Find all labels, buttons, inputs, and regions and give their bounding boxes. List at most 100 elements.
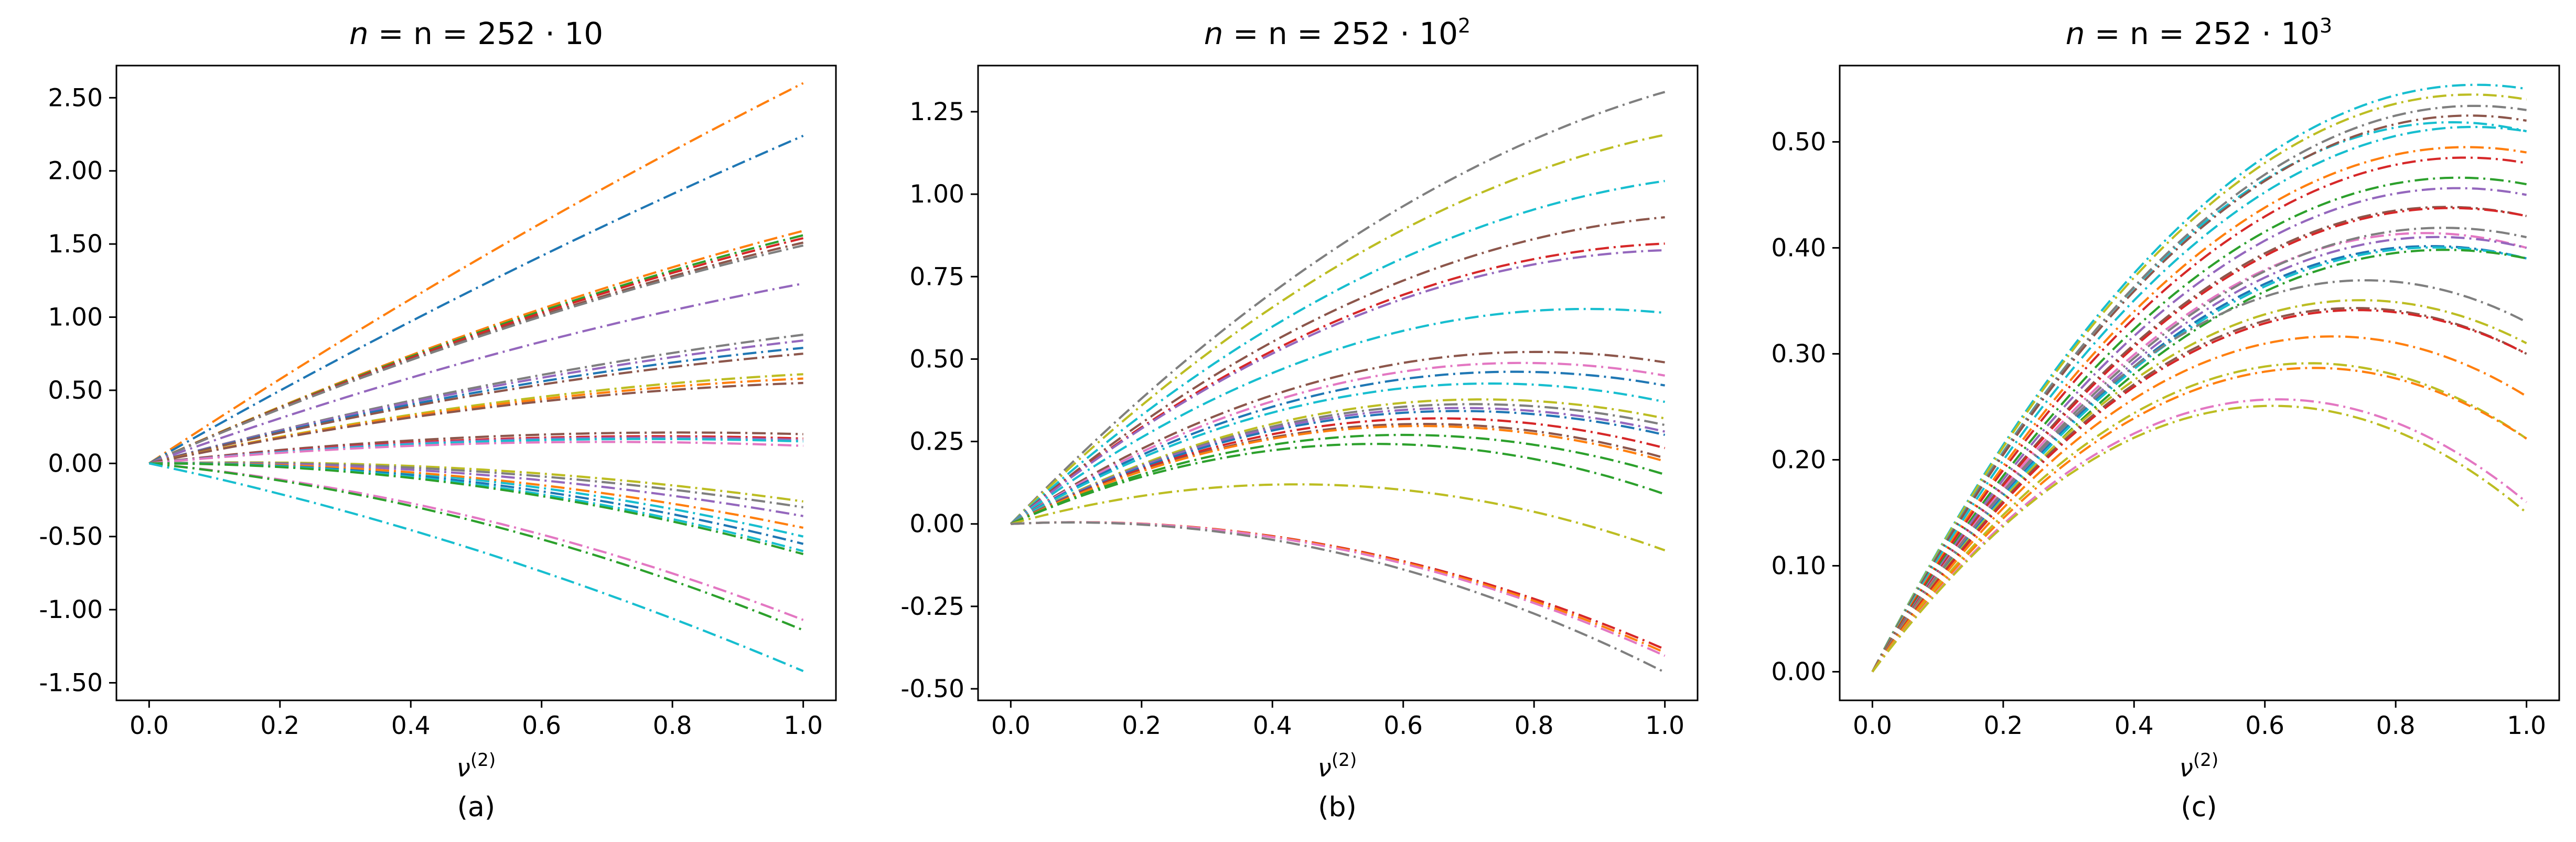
panel-a-series-12 <box>148 353 803 465</box>
panel-b-ytick-label-7: 1.25 <box>909 98 964 126</box>
panel-b-xtick-label-0: 0.0 <box>991 711 1031 740</box>
panel-b-series-20 <box>1010 443 1666 525</box>
panel-c-label: (c) <box>2181 792 2217 823</box>
panel-c-xtick-label-3: 0.6 <box>2245 711 2284 740</box>
panel-b-series-18 <box>1010 424 1666 525</box>
panel-a-ytick-label-6: 1.50 <box>48 230 103 259</box>
panel-c-ytick-label-2: 0.20 <box>1771 445 1826 474</box>
panel-b-series-6 <box>1010 249 1665 525</box>
panel-b-series-1 <box>1010 91 1666 525</box>
panel-a-ytick-label-7: 2.00 <box>48 157 103 186</box>
panel-c-series-5 <box>1871 114 2527 673</box>
panel-a-series-28 <box>149 462 804 556</box>
panel-c-xtick-label-0: 0.0 <box>1853 711 1892 740</box>
panel-a: n = n = 252 · 10 0.0 0.2 0.4 0.6 0.8 1.0 -1.50… <box>39 16 837 823</box>
panel-c-plot-area: 0.0 0.2 0.4 0.6 0.8 1.0 0.00 0.10 0.20 0.30 0.40 0.… <box>1771 65 2560 740</box>
panel-c-series-19 <box>1871 279 2527 673</box>
panel-b-ytick-label-5: 0.75 <box>909 262 964 291</box>
panel-b-series-19 <box>1010 433 1666 525</box>
panel-b-xtick-label-5: 1.0 <box>1645 711 1684 740</box>
panel-b-series-16 <box>1010 417 1666 525</box>
panel-a-xlabel: ν(2) <box>457 750 496 783</box>
panel-c-series-8 <box>1871 156 2527 673</box>
panel-b-xtick-label-3: 0.6 <box>1383 711 1423 740</box>
panel-b-series-15 <box>1010 410 1666 525</box>
panel-a-ytick-label-0: -1.50 <box>39 669 103 698</box>
panel-c-xtick-label-1: 0.2 <box>1983 711 2023 740</box>
panel-a-label: (a) <box>457 792 495 823</box>
panel-b-title: n = n = 252 · 102 <box>1204 14 1471 51</box>
panel-c-ytick-label-1: 0.10 <box>1771 551 1826 580</box>
panel-c-series-2 <box>1871 93 2527 673</box>
panel-b-xtick-label-2: 0.4 <box>1253 711 1292 740</box>
panel-c-series-12 <box>1871 207 2527 673</box>
panel-a-series-5 <box>148 237 804 465</box>
panel-c-series-7 <box>1871 146 2527 673</box>
panel-b-label: (b) <box>1318 792 1357 823</box>
panel-a-series-1 <box>148 82 804 465</box>
panel-b-series-9 <box>1010 361 1665 525</box>
panel-a-series-15 <box>148 381 803 465</box>
panel-b-xtick-label-4: 0.8 <box>1515 711 1554 740</box>
panel-a-ytick-label-8: 2.50 <box>48 83 103 112</box>
panel-a-plot-area: 0.0 0.2 0.4 0.6 0.8 1.0 -1.50 -1.00 -0.50 0.00 0.5… <box>39 65 837 740</box>
panel-a-ytick-label-4: 0.50 <box>48 376 103 405</box>
panel-b-ytick-label-0: -0.50 <box>900 675 964 704</box>
panel-c-series-9 <box>1871 176 2527 673</box>
panel-b-series-10 <box>1010 370 1665 525</box>
panel-b-series-4 <box>1010 216 1665 525</box>
panel-c-ytick-label-4: 0.40 <box>1771 233 1826 262</box>
panel-c-series-10 <box>1871 187 2527 673</box>
panel-a-ytick-label-3: 0.00 <box>48 449 103 478</box>
panel-b-ytick-label-2: 0.00 <box>909 510 964 539</box>
panel-a-xtick-label-3: 0.6 <box>522 711 561 740</box>
panel-c-xtick-label-2: 0.4 <box>2115 711 2154 740</box>
panel-a-series-30 <box>149 462 804 632</box>
panel-c-series-3 <box>1871 121 2527 673</box>
panel-b-xtick-label-1: 0.2 <box>1122 711 1161 740</box>
panel-c-series-20 <box>1871 299 2527 673</box>
panel-c-xtick-label-4: 0.8 <box>2376 711 2416 740</box>
panel-c-series-23 <box>1871 335 2527 673</box>
panel-c-ytick-label-5: 0.50 <box>1771 127 1826 156</box>
panel-a-xtick-label-4: 0.8 <box>653 711 692 740</box>
panel-a-series-2 <box>148 134 804 465</box>
panel-a-series-20 <box>149 441 803 465</box>
panel-c-ytick-label-0: 0.00 <box>1771 657 1826 686</box>
panel-a-xtick-label-1: 0.2 <box>260 711 299 740</box>
panel-b-xlabel: ν(2) <box>1318 750 1357 783</box>
panel-c-xtick-label-5: 1.0 <box>2507 711 2546 740</box>
panel-b-series-8 <box>1010 350 1665 525</box>
panel-b-ytick-label-3: 0.25 <box>909 428 964 456</box>
panel-c-series-25 <box>1871 367 2527 673</box>
panel-b-series-21 <box>1010 483 1666 551</box>
panel-a-xtick-label-5: 1.0 <box>783 711 823 740</box>
panel-a-series-31 <box>148 462 804 673</box>
panel-c: n = n = 252 · 103 0.0 0.2 0.4 0.6 0.8 1.0 0.00… <box>1771 14 2560 823</box>
panel-b-plot-area: 0.0 0.2 0.4 0.6 0.8 1.0 -0.50 -0.25 0.00 0.25 0.50… <box>900 65 1699 740</box>
panel-c-axes-frame <box>1839 65 2560 701</box>
panel-b-axes-frame <box>977 65 1699 701</box>
panel-c-series-6 <box>1871 125 2527 673</box>
panel-b-series-2 <box>1010 133 1666 525</box>
panel-c-series-24 <box>1871 362 2527 673</box>
panel-a-xtick-label-0: 0.0 <box>130 711 169 740</box>
panel-c-series-27 <box>1871 404 2527 673</box>
panel-c-series-22 <box>1871 309 2527 673</box>
panel-a-title: n = n = 252 · 10 <box>349 16 603 51</box>
panel-b-series-25 <box>1011 521 1666 674</box>
panel-b-series-17 <box>1010 423 1666 525</box>
panel-b-ytick-label-4: 0.50 <box>909 345 964 374</box>
panel-c-title: n = n = 252 · 103 <box>2066 14 2332 51</box>
panel-b-ytick-label-6: 1.00 <box>909 180 964 209</box>
panel-b: n = n = 252 · 102 0.0 0.2 0.4 0.6 0.8 1.0 -0.5… <box>900 14 1699 823</box>
panel-a-axes-frame <box>115 65 837 701</box>
panel-c-ytick-label-3: 0.30 <box>1771 339 1826 368</box>
panel-c-series-4 <box>1871 104 2527 673</box>
panel-a-series-3 <box>148 229 804 465</box>
panel-a-xtick-label-2: 0.4 <box>391 711 431 740</box>
panel-b-series-7 <box>1010 307 1665 525</box>
panel-b-ytick-label-1: -0.25 <box>900 592 964 621</box>
panel-a-ytick-label-5: 1.00 <box>48 303 103 332</box>
panel-a-ytick-label-2: -0.50 <box>39 523 103 551</box>
